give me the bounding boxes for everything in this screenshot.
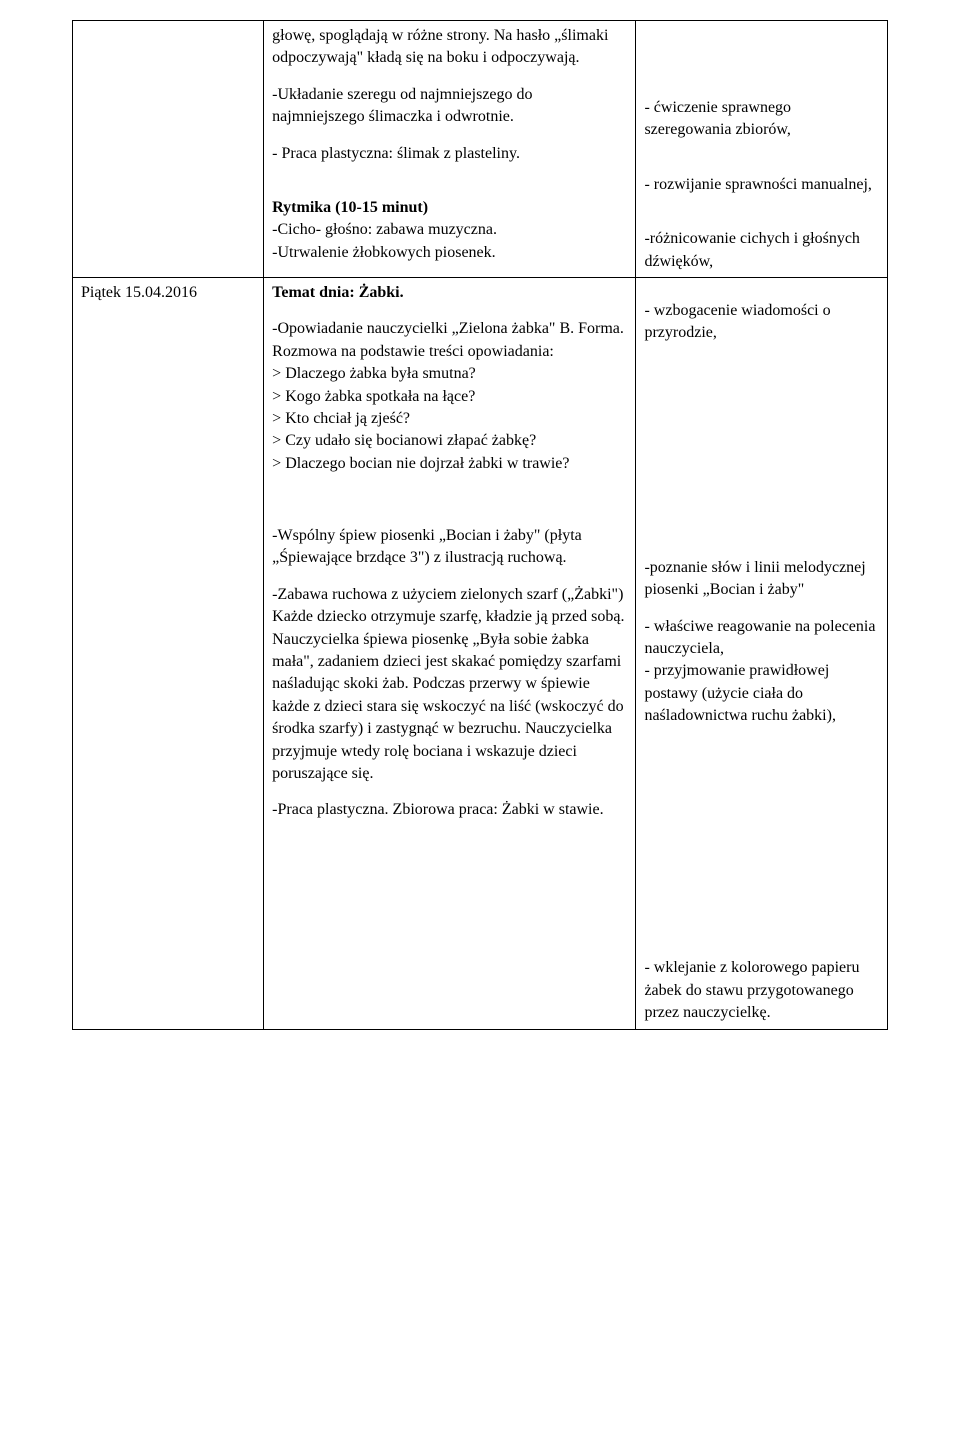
question-text: > Kogo żabka spotkała na łące? — [272, 386, 627, 408]
spacer — [644, 759, 879, 777]
date-cell: Piątek 15.04.2016 — [73, 277, 264, 1029]
goal-text: -różnicowanie cichych i głośnych dźwiękó… — [644, 228, 879, 273]
question-text: > Kto chciał ją zjeść? — [272, 408, 627, 430]
table-row: Piątek 15.04.2016 Temat dnia: Żabki. -Op… — [73, 277, 888, 1029]
spacer — [644, 413, 879, 431]
spacer — [644, 25, 879, 43]
goal-text: - ćwiczenie sprawnego szeregowania zbior… — [644, 97, 879, 142]
spacer — [644, 849, 879, 867]
spacer — [644, 831, 879, 849]
spacer — [644, 359, 879, 377]
goal-text: -poznanie słów i linii melodycznej piose… — [644, 557, 879, 602]
spacer — [644, 521, 879, 539]
date-cell — [73, 21, 264, 278]
spacer — [644, 395, 879, 413]
activity-text: -Opowiadanie nauczycielki „Zielona żabka… — [272, 318, 627, 363]
activities-cell: głowę, spoglądają w różne strony. Na has… — [264, 21, 636, 278]
spacer — [644, 449, 879, 467]
activity-text: -Praca plastyczna. Zbiorowa praca: Żabki… — [272, 799, 627, 821]
spacer — [644, 741, 879, 759]
spacer — [644, 156, 879, 174]
spacer — [644, 467, 879, 485]
spacer — [644, 377, 879, 395]
activity-text: - Praca plastyczna: ślimak z plasteliny. — [272, 143, 627, 165]
goal-text: - wklejanie z kolorowego papieru żabek d… — [644, 957, 879, 1024]
activities-cell: Temat dnia: Żabki. -Opowiadanie nauczyci… — [264, 277, 636, 1029]
spacer — [644, 813, 879, 831]
spacer — [272, 179, 627, 197]
spacer — [644, 43, 879, 61]
spacer — [644, 210, 879, 228]
spacer — [644, 795, 879, 813]
lesson-plan-table: głowę, spoglądają w różne strony. Na has… — [72, 20, 888, 1030]
goal-text: - wzbogacenie wiadomości o przyrodzie, — [644, 300, 879, 345]
spacer — [644, 282, 879, 300]
table-row: głowę, spoglądają w różne strony. Na has… — [73, 21, 888, 278]
spacer — [644, 485, 879, 503]
topic-title: Temat dnia: Żabki. — [272, 282, 627, 304]
activity-text: -Układanie szeregu od najmniejszego do n… — [272, 84, 627, 129]
section-heading: Rytmika (10-15 minut) — [272, 197, 627, 219]
activity-text: -Utrwalenie żłobkowych piosenek. — [272, 242, 627, 264]
spacer — [644, 61, 879, 79]
spacer — [272, 489, 627, 507]
activity-text: głowę, spoglądają w różne strony. Na has… — [272, 25, 627, 70]
goals-cell: - wzbogacenie wiadomości o przyrodzie, -… — [636, 277, 888, 1029]
spacer — [644, 431, 879, 449]
goal-text: - rozwijanie sprawności manualnej, — [644, 174, 879, 196]
spacer — [644, 903, 879, 921]
spacer — [644, 539, 879, 557]
spacer — [644, 867, 879, 885]
spacer — [644, 885, 879, 903]
spacer — [644, 921, 879, 939]
question-text: > Czy udało się bocianowi złapać żabkę? — [272, 430, 627, 452]
question-text: > Dlaczego bocian nie dojrzał żabki w tr… — [272, 453, 627, 475]
spacer — [644, 777, 879, 795]
activity-text: -Wspólny śpiew piosenki „Bocian i żaby" … — [272, 525, 627, 570]
spacer — [644, 79, 879, 97]
activity-text: Każde dziecko otrzymuje szarfę, kładzie … — [272, 606, 627, 785]
spacer — [644, 503, 879, 521]
activity-text: -Cicho- głośno: zabawa muzyczna. — [272, 219, 627, 241]
date-text: Piątek 15.04.2016 — [81, 284, 197, 301]
activity-text: -Zabawa ruchowa z użyciem zielonych szar… — [272, 584, 627, 606]
question-text: > Dlaczego żabka była smutna? — [272, 363, 627, 385]
goal-text: - właściwe reagowanie na polecenia naucz… — [644, 616, 879, 661]
spacer — [272, 507, 627, 525]
goal-text: - przyjmowanie prawidłowej postawy (użyc… — [644, 660, 879, 727]
spacer — [644, 939, 879, 957]
goals-cell: - ćwiczenie sprawnego szeregowania zbior… — [636, 21, 888, 278]
document-page: głowę, spoglądają w różne strony. Na has… — [0, 0, 960, 1050]
